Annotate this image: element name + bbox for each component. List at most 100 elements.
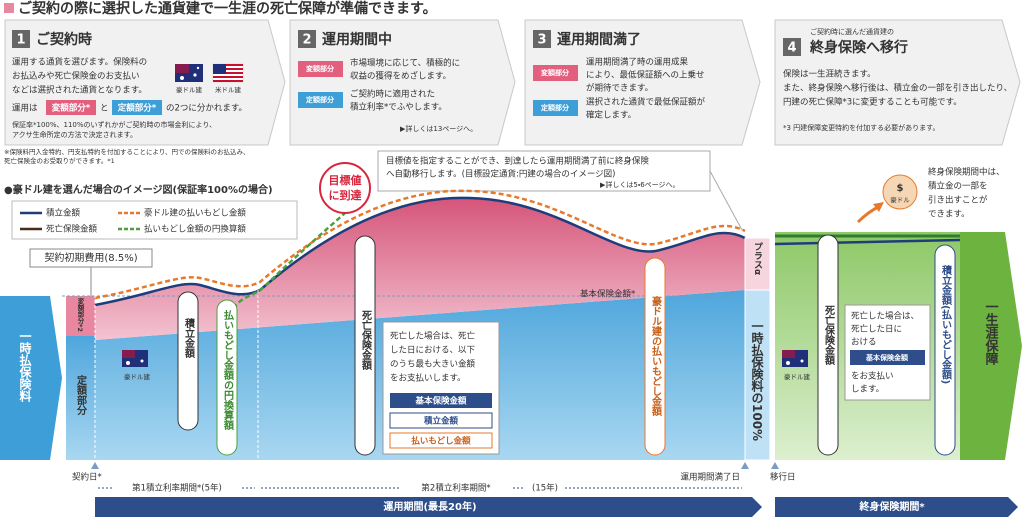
- step-number: 2: [302, 33, 311, 48]
- callout-ref: ▶詳しくは5・6ページへ。: [600, 180, 680, 189]
- badge-text: 定額部分*: [118, 103, 157, 114]
- whole-life-accumulation: [774, 238, 961, 246]
- target-label: に到達: [329, 188, 362, 202]
- step-text: 市場環境に応じて、積極的に: [350, 58, 460, 69]
- withdraw-text: 積立金の一部を: [928, 181, 988, 192]
- pill-label: 払いもどし金額の円換算額: [222, 309, 235, 431]
- death-item-box: [850, 350, 925, 365]
- withdraw-text: できます。: [928, 210, 970, 220]
- death-item-box: [390, 393, 492, 408]
- badge-text: 変額部分: [541, 68, 570, 77]
- lifetime-label: 一生涯保障: [983, 300, 1000, 366]
- page-title: ご契約の際に選択した通貨建で一生涯の死亡保障が準備できます。: [18, 0, 437, 17]
- bag-symbol: $: [897, 183, 904, 194]
- flag-au: [175, 64, 203, 82]
- whole-life-label: 終身保険期間*: [858, 500, 925, 513]
- footnote: 死亡保険金のお受取りができます。*1: [4, 156, 115, 165]
- flag-au: [782, 350, 808, 367]
- death-text: のうち最も大きい金額: [390, 359, 476, 370]
- variable-label: 変額部分*2: [76, 297, 85, 332]
- step-number-box: [298, 30, 316, 48]
- timeline-label: 移行日: [770, 472, 796, 483]
- pill-label: 積立金額(払いもどし金額): [940, 264, 953, 384]
- death-text: 死亡した場合は、死亡: [390, 331, 476, 342]
- step-number: 1: [16, 33, 25, 48]
- death-item-box: [389, 412, 493, 429]
- callout-pointer: [709, 170, 743, 231]
- step-number-box: [12, 30, 30, 48]
- callout-text: 目標値を指定することができ、到達したら運用期間満了前に終身保険: [386, 156, 649, 167]
- fixed-block: [66, 336, 95, 460]
- step-title: 運用期間満了: [557, 31, 641, 48]
- pill-label: 豪ドル建の払いもどし金額: [650, 295, 663, 417]
- timeline-label: (15年): [532, 483, 558, 494]
- premium-arrow: [50, 296, 62, 460]
- timeline-label: 運用期間満了日: [680, 472, 740, 483]
- death-text: します。: [851, 385, 884, 395]
- badge-variable: [533, 65, 578, 81]
- pill-label: 積立金額: [183, 317, 196, 359]
- badge-fixed: [298, 92, 343, 108]
- label-bg: [112, 482, 242, 494]
- step-text: 運用する通貨を選びます。保険料の: [12, 57, 147, 68]
- step-text: 積立利率*でふやします。: [350, 102, 447, 113]
- step-text: 運用は: [12, 103, 38, 114]
- step-subtitle: ご契約時に選んだ通貨建の: [810, 27, 894, 36]
- badge-fixed: [112, 100, 162, 115]
- start-marker: [91, 462, 99, 469]
- flag-us: [212, 63, 244, 83]
- death-text: をお支払いします。: [390, 373, 466, 384]
- death-text: した日における、以下: [390, 346, 476, 356]
- target-label: 目標値: [329, 173, 362, 187]
- legend-label: 死亡保険金額: [46, 224, 98, 235]
- currency-label: 豪ドル建: [784, 372, 811, 381]
- badge-fixed: [533, 100, 578, 116]
- target-circle: [319, 162, 371, 214]
- death-text: 死亡した日に: [851, 324, 902, 335]
- step-note: 保証率*100%、110%のいずれかがご契約時の市場金利により、: [12, 120, 216, 129]
- whole-life-bar: [775, 497, 1018, 517]
- death-box: [382, 321, 500, 455]
- death-text: おける: [851, 338, 877, 348]
- legend-label: 積立金額: [46, 208, 81, 219]
- label-bg: [525, 482, 565, 494]
- step-box: [774, 19, 1021, 146]
- withdraw-arrowhead: [873, 202, 884, 212]
- death-item: 払いもどし金額: [411, 436, 471, 447]
- title-marker: [4, 3, 14, 13]
- pill: [817, 234, 839, 456]
- basic-amount-label: 基本保険金額*: [580, 289, 635, 300]
- timeline-label: 第1積立利率期間*(5年): [132, 483, 222, 494]
- step-text: 円建の死亡保障*3に変更することも可能です。: [783, 97, 962, 108]
- transition-marker: [771, 462, 779, 469]
- death-item: 基本保険金額: [414, 396, 467, 407]
- step-text: により、最低保証額への上乗せ: [586, 70, 705, 81]
- step-text: お払込みや死亡保険金のお支払い: [12, 71, 140, 82]
- footnote: ※保険料円入金特約、円支払特約を付加することにより、円での保険料のお払込み、: [4, 147, 250, 156]
- pill-label: 死亡保険金額: [823, 305, 836, 366]
- pill: [177, 291, 199, 431]
- full-premium-label: 一時払保険料の100%: [750, 320, 764, 441]
- step-text: が期待できます。: [586, 83, 653, 94]
- step-note: アクサ生命所定の方法で決定されます。: [12, 130, 137, 139]
- flag-label: 豪ドル建: [176, 85, 203, 94]
- step-box: [289, 19, 516, 146]
- timeline-label: 第2積立利率期間*: [421, 483, 490, 494]
- initial-cost: 契約初期費用(8.5%): [44, 251, 137, 264]
- pill-label: 死亡保険金額: [360, 310, 373, 371]
- step-text: 選択された通貨で最低保証額が: [586, 97, 706, 108]
- step-number-box: [783, 38, 801, 56]
- death-item-box: [389, 432, 493, 449]
- plus-label: プラスα: [752, 241, 763, 275]
- maturity-marker: [741, 462, 749, 469]
- step-text: 運用期間満了時の運用成果: [586, 57, 689, 68]
- legend-box: [11, 200, 298, 240]
- death-text: をお支払い: [851, 371, 894, 382]
- operation-bar: [95, 497, 762, 517]
- pill: [354, 235, 376, 456]
- step-text: 収益の獲得をめざします。: [350, 71, 451, 82]
- premium-label: 一時払保険料: [18, 330, 32, 403]
- lifetime-arrow: [960, 232, 1022, 460]
